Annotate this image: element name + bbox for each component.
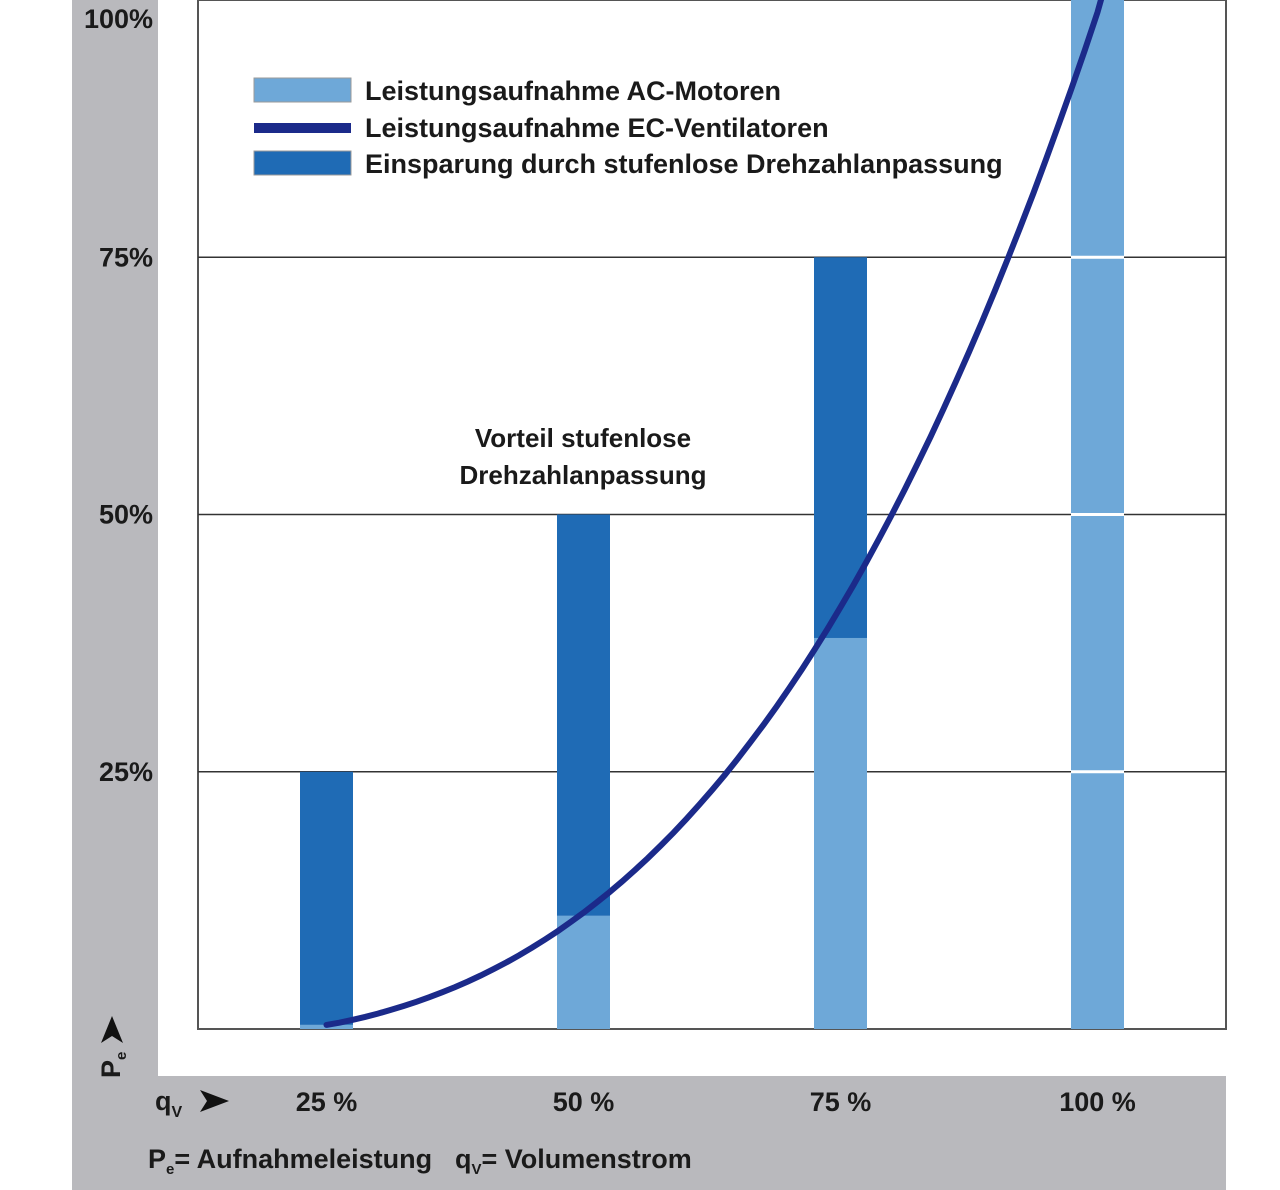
y-tick-label: 25% (99, 757, 153, 787)
ec-ventilator-curve (323, 0, 1105, 1028)
x-axis-symbol: qV (155, 1086, 229, 1121)
x-tick-label: 100 % (1059, 1087, 1136, 1117)
legend-swatch-ec (254, 123, 351, 133)
x-arrow-icon (200, 1090, 229, 1112)
annotation-line-2: Drehzahlanpassung (459, 460, 706, 490)
x-unit-label: qV (155, 1086, 183, 1121)
y-tick-label: 100% (84, 4, 153, 34)
y-arrow-icon (101, 1016, 123, 1043)
x-tick-label: 50 % (553, 1087, 615, 1117)
y-tick-label: 75% (99, 242, 153, 272)
annotation-line-1: Vorteil stufenlose (475, 423, 691, 453)
legend-label-ac: Leistungsaufnahme AC-Motoren (365, 76, 781, 106)
bar-savings (557, 514, 610, 916)
y-unit-label: Pe (96, 1052, 130, 1078)
footer-pe-definition: Pe= Aufnahmeleistung (148, 1144, 432, 1178)
legend-label-savings: Einsparung durch stufenlose Drehzahlanpa… (365, 149, 1003, 179)
x-tick-label: 25 % (296, 1087, 358, 1117)
x-tick-label: 75 % (810, 1087, 872, 1117)
bar-ac-consumption (814, 637, 867, 1029)
bars (300, 0, 1124, 1029)
bar-ac-consumption (557, 915, 610, 1029)
grid-lines (198, 256, 1226, 773)
legend: Leistungsaufnahme AC-Motoren Leistungsau… (253, 76, 1003, 179)
footer-qv-definition: qV= Volumenstrom (455, 1144, 692, 1178)
y-axis-symbol: Pe (96, 1016, 130, 1078)
bottom-axis-band (72, 1076, 1226, 1190)
legend-swatch-ac (253, 77, 352, 103)
left-axis-band (72, 0, 158, 1190)
legend-swatch-savings (253, 150, 352, 176)
y-tick-label: 50% (99, 500, 153, 530)
legend-label-ec: Leistungsaufnahme EC-Ventilatoren (365, 113, 829, 143)
bar-savings (300, 771, 353, 1025)
